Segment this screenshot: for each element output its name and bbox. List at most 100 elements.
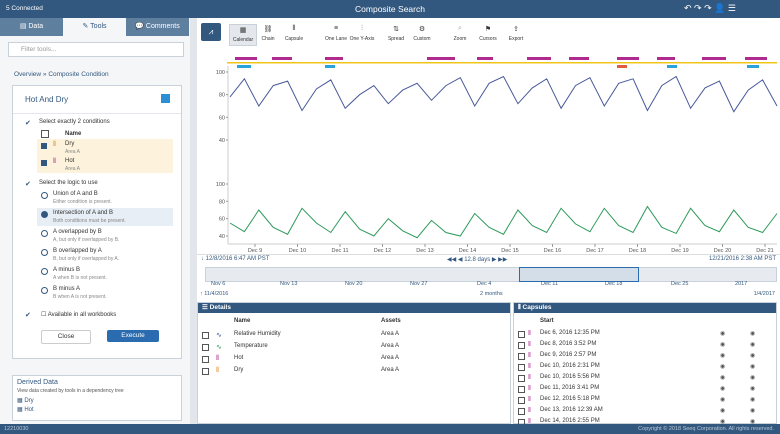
checkbox[interactable]	[518, 331, 525, 338]
visibility-icon[interactable]: ◉	[750, 419, 756, 425]
radio[interactable]	[41, 230, 48, 237]
toolbar-button[interactable]: ⇪ Export	[503, 24, 529, 44]
capsule-start[interactable]: Dec 11, 2016 3:41 PM	[540, 385, 600, 391]
checkbox[interactable]	[518, 386, 525, 393]
checkbox[interactable]	[202, 332, 209, 339]
checkbox[interactable]	[518, 342, 525, 349]
toolbar-button[interactable]: ⛓ Chain	[255, 24, 281, 44]
details-header: ☰ Details	[198, 303, 510, 313]
execute-button[interactable]: Execute	[107, 330, 159, 342]
checkbox[interactable]	[518, 364, 525, 371]
toolbar-button[interactable]: ⇅ Spread	[383, 24, 409, 44]
navigator-start[interactable]: ↑ 11/4/2016	[200, 291, 229, 297]
tab[interactable]: ▤ Data	[0, 18, 63, 36]
checkbox[interactable]	[518, 397, 525, 404]
visibility-icon[interactable]: ◉	[720, 386, 726, 392]
visibility-icon[interactable]: ◉	[750, 353, 756, 359]
navigator-end[interactable]: 1/4/2017	[753, 291, 775, 297]
visibility-icon[interactable]: ◉	[750, 364, 756, 370]
toolbar-button[interactable]: ⫴ Capsule	[281, 24, 307, 44]
navigator-label: Dec 25	[671, 281, 689, 287]
item-name[interactable]: Temperature	[234, 343, 268, 349]
capsule-start[interactable]: Dec 14, 2016 2:55 PM	[540, 418, 600, 424]
check: ✔	[25, 312, 31, 319]
step-label: Select the logic to use	[39, 180, 98, 186]
visibility-icon[interactable]: ◉	[750, 342, 756, 348]
toolbar-button[interactable]: ▦ Calendar	[229, 24, 257, 46]
capsule-start[interactable]: Dec 6, 2016 12:35 PM	[540, 330, 600, 336]
radio[interactable]	[41, 287, 48, 294]
close-button[interactable]: Close	[41, 330, 91, 344]
range-end[interactable]: 12/21/2016 2:38 AM PST	[708, 256, 776, 262]
collapse-strip[interactable]	[190, 18, 197, 424]
checkbox[interactable]	[202, 344, 209, 351]
available-checkbox[interactable]: ☐ Available in all workbooks	[41, 312, 117, 318]
checkbox[interactable]	[41, 130, 49, 138]
checkbox[interactable]	[518, 353, 525, 360]
color-picker[interactable]	[161, 94, 170, 103]
navigator[interactable]	[205, 267, 777, 282]
visibility-icon[interactable]: ◉	[750, 375, 756, 381]
nav-icons[interactable]: ↶ ↷ ↷ 👤 ☰	[684, 3, 736, 13]
visibility-icon[interactable]: ◉	[720, 397, 726, 403]
connection-status[interactable]: 5 Connected	[6, 5, 43, 12]
toolbar-button[interactable]: ⚙ Custom	[409, 24, 435, 44]
visibility-icon[interactable]: ◉	[720, 364, 726, 370]
toolbar-button[interactable]: ⌕ Zoom	[447, 24, 473, 44]
toolbar-icon: ⌕	[458, 25, 462, 32]
radio[interactable]	[41, 249, 48, 256]
item-name[interactable]: Dry	[234, 367, 244, 373]
visibility-icon[interactable]: ◉	[720, 408, 726, 414]
capsule-start[interactable]: Dec 10, 2016 5:56 PM	[540, 374, 600, 380]
visibility-icon[interactable]: ◉	[750, 397, 756, 403]
navigator-label: Dec 18	[605, 281, 623, 287]
visibility-icon[interactable]: ◉	[720, 353, 726, 359]
visibility-icon[interactable]: ◉	[720, 419, 726, 425]
checkbox[interactable]	[518, 408, 525, 415]
capsule-start[interactable]: Dec 8, 2016 3:52 PM	[540, 341, 597, 347]
derived-item[interactable]: ▦ Dry	[17, 398, 34, 404]
radio[interactable]	[41, 268, 48, 275]
copyright: Copyright © 2018 Seeq Corporation. All r…	[638, 426, 774, 432]
crumb[interactable]: Overview	[14, 71, 42, 78]
breadcrumb[interactable]: Overview » Composite Condition	[14, 71, 109, 78]
visibility-icon[interactable]: ◉	[720, 342, 726, 348]
derived-desc: View data created by tools in a dependen…	[17, 388, 124, 394]
capsule-start[interactable]: Dec 10, 2016 2:31 PM	[540, 363, 600, 369]
condition-row[interactable]	[37, 156, 173, 173]
capsule-bar	[745, 57, 767, 60]
checkbox[interactable]	[41, 143, 47, 149]
toolbar-label: Chain	[261, 36, 275, 42]
toolbar-button[interactable]: ⚑ Cursors	[475, 24, 501, 44]
derived-item[interactable]: ▦ Hot	[17, 407, 34, 413]
view-selector[interactable]: ⩘	[201, 23, 221, 41]
visibility-icon[interactable]: ◉	[750, 386, 756, 392]
tab[interactable]: 💬 Comments	[126, 18, 189, 36]
toolbar-button[interactable]: ⫶ One Y-Axis	[349, 24, 375, 44]
range-duration[interactable]: ◀◀ ◀ 12.8 days ▶ ▶▶	[447, 257, 508, 263]
capsule-start[interactable]: Dec 9, 2016 2:57 PM	[540, 352, 597, 358]
logic-desc: A when B is not present.	[53, 275, 107, 281]
condition-row[interactable]	[37, 139, 173, 156]
item-name[interactable]: Relative Humidity	[234, 331, 281, 337]
range-start[interactable]: ↓ 12/8/2016 6:47 AM PST	[201, 256, 270, 262]
filter-input[interactable]: Filter tools...	[8, 42, 184, 57]
checkbox[interactable]	[41, 160, 47, 166]
toolbar-button[interactable]: ≡ One Lane	[323, 24, 349, 44]
capsule-start[interactable]: Dec 12, 2016 5:18 PM	[540, 396, 600, 402]
visibility-icon[interactable]: ◉	[720, 375, 726, 381]
visibility-icon[interactable]: ◉	[750, 408, 756, 414]
visibility-icon[interactable]: ◉	[720, 331, 726, 337]
tab[interactable]: ✎ Tools	[63, 18, 126, 36]
radio[interactable]	[41, 192, 48, 199]
visibility-icon[interactable]: ◉	[750, 331, 756, 337]
logic-label: A overlapped by B	[53, 229, 102, 235]
logic-label: Intersection of A and B	[53, 210, 114, 216]
capsule-start[interactable]: Dec 13, 2016 12:39 AM	[540, 407, 603, 413]
checkbox[interactable]	[202, 356, 209, 363]
checkbox[interactable]	[518, 375, 525, 382]
radio[interactable]	[41, 211, 48, 218]
item-name[interactable]: Hot	[234, 355, 244, 361]
checkbox[interactable]	[202, 368, 209, 375]
navigator-window[interactable]	[519, 267, 639, 282]
